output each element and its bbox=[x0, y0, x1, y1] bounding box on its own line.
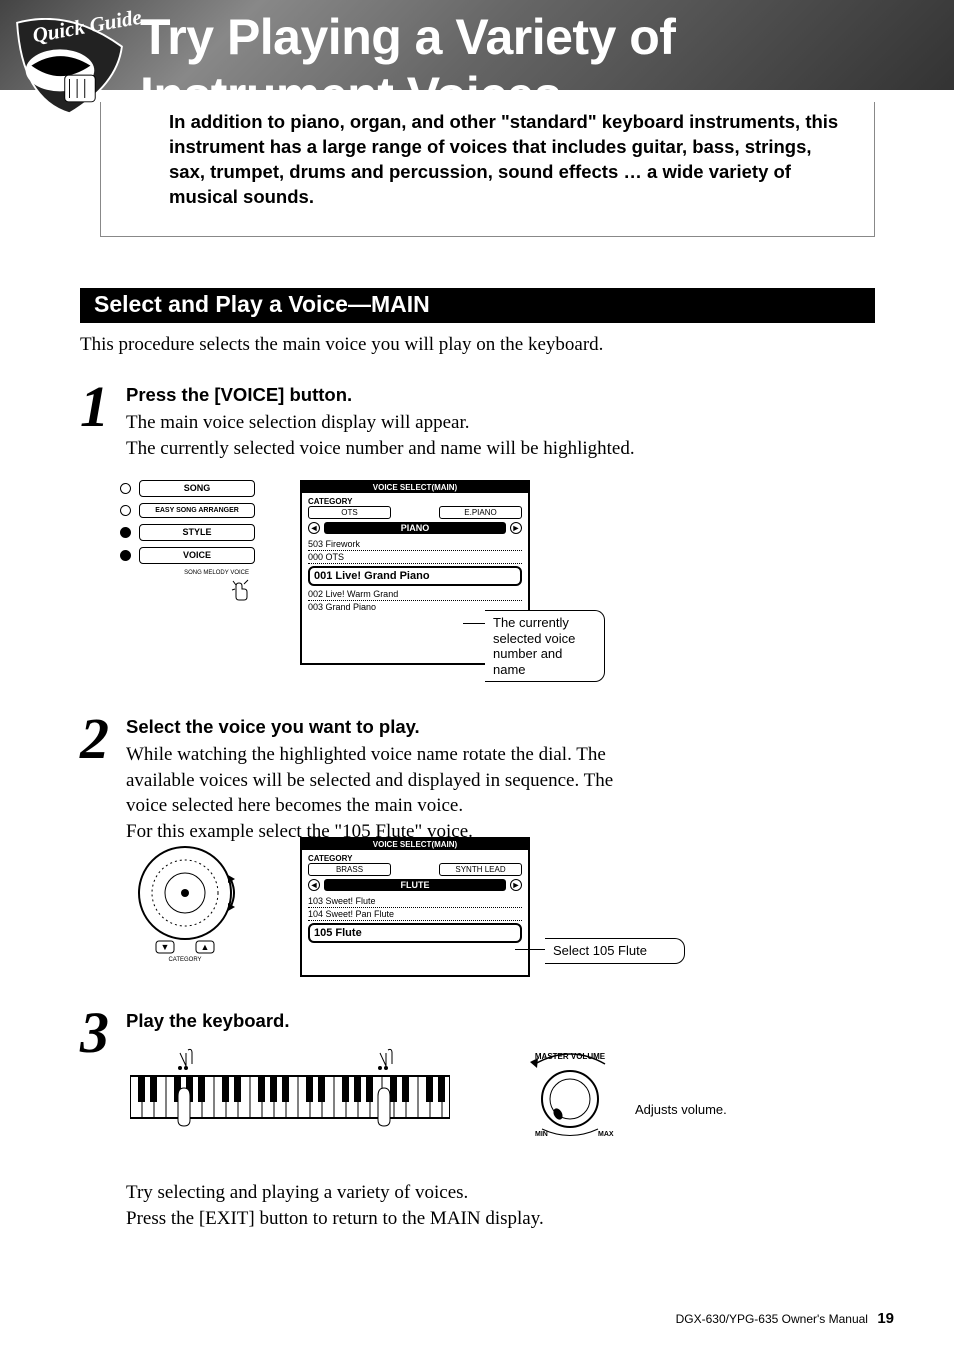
lcd1-item-2: 001 Live! Grand Piano bbox=[308, 566, 522, 586]
callout-2: Select 105 Flute bbox=[545, 938, 685, 964]
intro-text: In addition to piano, organ, and other "… bbox=[169, 110, 852, 210]
intro-box: In addition to piano, organ, and other "… bbox=[100, 102, 875, 237]
step-1-body-1: The main voice selection display will ap… bbox=[126, 410, 875, 436]
step-3-heading: Play the keyboard. bbox=[126, 1010, 875, 1032]
footer-manual: DGX-630/YPG-635 Owner's Manual bbox=[676, 1312, 868, 1326]
lcd2-category-label: CATEGORY bbox=[308, 854, 522, 863]
step-number-3: 3 bbox=[80, 1010, 124, 1056]
lcd2-cat-left: BRASS bbox=[308, 863, 391, 876]
closing-1: Try selecting and playing a variety of v… bbox=[126, 1180, 866, 1206]
svg-text:MIN: MIN bbox=[535, 1131, 548, 1138]
style-button: STYLE bbox=[139, 524, 255, 541]
lcd2-title: VOICE SELECT(MAIN) bbox=[302, 839, 528, 850]
lcd2-cat-main: FLUTE bbox=[324, 879, 506, 891]
closing-2: Press the [EXIT] button to return to the… bbox=[126, 1206, 866, 1232]
keyboard-figure bbox=[130, 1048, 450, 1128]
lcd-nav-right-icon: ► bbox=[510, 522, 522, 534]
step-number-1: 1 bbox=[80, 384, 124, 430]
lcd1-category-label: CATEGORY bbox=[308, 497, 522, 506]
lcd-nav-left-icon: ◄ bbox=[308, 522, 320, 534]
lcd1-item-0: 503 Firework bbox=[308, 538, 522, 551]
master-volume-figure: MASTER VOLUME MIN MAX bbox=[520, 1044, 620, 1144]
lcd1-list: 503 Firework 000 OTS 001 Live! Grand Pia… bbox=[308, 538, 522, 613]
panel-sub-label: SONG MELODY VOICE bbox=[120, 570, 255, 576]
svg-text:▼: ▼ bbox=[161, 942, 170, 952]
section-lead: This procedure selects the main voice yo… bbox=[80, 332, 875, 358]
lcd2-list: 103 Sweet! Flute 104 Sweet! Pan Flute 10… bbox=[308, 895, 522, 943]
svg-text:MASTER VOLUME: MASTER VOLUME bbox=[535, 1052, 606, 1061]
lcd2-item-2: 105 Flute bbox=[308, 923, 522, 943]
callout-1: The currently selected voice number and … bbox=[485, 610, 605, 682]
easy-song-button: EASY SONG ARRANGER bbox=[139, 503, 255, 518]
lcd2-cat-right: SYNTH LEAD bbox=[439, 863, 522, 876]
step-2-body-1: While watching the highlighted voice nam… bbox=[126, 742, 656, 819]
lcd-nav-right-icon: ► bbox=[510, 879, 522, 891]
svg-text:MAX: MAX bbox=[598, 1131, 614, 1138]
lcd2-item-1: 104 Sweet! Pan Flute bbox=[308, 908, 522, 921]
section-heading: Select and Play a Voice—MAIN bbox=[80, 288, 875, 323]
lcd-screen-2: VOICE SELECT(MAIN) CATEGORY BRASS SYNTH … bbox=[300, 837, 530, 977]
lcd1-cat-main: PIANO bbox=[324, 522, 506, 534]
lcd-nav-left-icon: ◄ bbox=[308, 879, 320, 891]
lcd1-title: VOICE SELECT(MAIN) bbox=[302, 482, 528, 493]
closing-text: Try selecting and playing a variety of v… bbox=[126, 1180, 866, 1231]
footer: DGX-630/YPG-635 Owner's Manual 19 bbox=[676, 1310, 894, 1327]
step-number-2: 2 bbox=[80, 716, 124, 762]
pointer-hand-icon bbox=[230, 578, 254, 602]
svg-text:▲: ▲ bbox=[201, 942, 210, 952]
dial-figure: ▼ ▲ CATEGORY bbox=[130, 843, 240, 953]
step-2-heading: Select the voice you want to play. bbox=[126, 716, 656, 738]
volume-callout: Adjusts volume. bbox=[635, 1102, 727, 1117]
lcd1-item-1: 000 OTS bbox=[308, 551, 522, 564]
voice-button: VOICE bbox=[139, 547, 255, 564]
lcd1-cat-right: E.PIANO bbox=[439, 506, 522, 519]
step-1-body-2: The currently selected voice number and … bbox=[126, 436, 875, 462]
lcd1-item-3: 002 Live! Warm Grand bbox=[308, 588, 522, 601]
step-1: 1 Press the [VOICE] button. The main voi… bbox=[80, 384, 875, 461]
dial-sub-label: CATEGORY bbox=[168, 957, 201, 963]
lcd1-cat-left: OTS bbox=[308, 506, 391, 519]
footer-page-number: 19 bbox=[877, 1310, 894, 1327]
panel-buttons-figure: SONG EASY SONG ARRANGER STYLE VOICE SONG… bbox=[120, 480, 255, 576]
step-1-heading: Press the [VOICE] button. bbox=[126, 384, 875, 406]
step-2: 2 Select the voice you want to play. Whi… bbox=[80, 716, 875, 845]
lcd2-item-0: 103 Sweet! Flute bbox=[308, 895, 522, 908]
song-button: SONG bbox=[139, 480, 255, 497]
